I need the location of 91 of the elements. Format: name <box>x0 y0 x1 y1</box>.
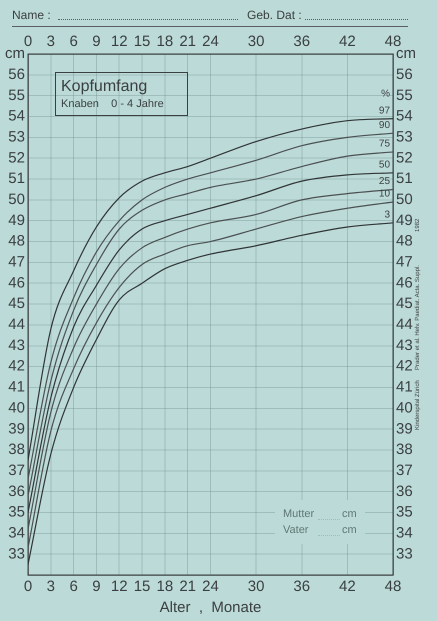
x-tick-label: 9 <box>92 578 101 596</box>
x2-tick-label: 42 <box>339 33 356 50</box>
series-label: 25 <box>378 176 390 188</box>
annotation: Vater <box>283 524 308 536</box>
series-label: 97 <box>378 105 390 116</box>
y-tick-label: 46 <box>8 274 25 292</box>
y2-tick-label: 51 <box>396 170 413 188</box>
y-tick-label: 41 <box>8 378 25 396</box>
x2-tick-label: 0 <box>24 33 32 50</box>
series-label: 3 <box>384 210 390 221</box>
y-tick-label: 39 <box>8 420 25 438</box>
x-tick-label: 30 <box>248 578 264 596</box>
y-tick-label: 38 <box>8 441 25 458</box>
y2-tick-label: 35 <box>396 504 413 521</box>
y-tick-label: 52 <box>8 149 25 166</box>
series-label: 75 <box>378 138 390 150</box>
text: Geb. Dat : <box>247 8 302 22</box>
y2-tick-label: 37 <box>396 462 413 479</box>
y2-tick-label: 52 <box>396 149 413 166</box>
x2-tick-label: 18 <box>156 33 174 50</box>
y2-tick-label: 40 <box>396 399 413 416</box>
x2-tick-label: 15 <box>134 33 150 50</box>
y2-tick-label: 54 <box>396 108 413 125</box>
x2-tick-label: 12 <box>110 33 128 50</box>
x2-tick-label: 21 <box>179 33 196 50</box>
annotation: cm <box>342 524 357 536</box>
y-tick-label: 37 <box>8 462 25 479</box>
x-tick-label: 48 <box>384 578 402 596</box>
y-tick-label: 56 <box>8 66 25 83</box>
x2-tick-label: 36 <box>293 33 310 50</box>
y-tick-label: 54 <box>8 108 25 125</box>
y-tick-label: 35 <box>8 504 25 521</box>
y2-tick-label: 56 <box>396 66 413 83</box>
y2-tick-label: 41 <box>396 378 413 396</box>
x-tick-label: 36 <box>293 578 310 596</box>
y-tick-label: 43 <box>8 336 25 354</box>
y2-tick-label: 46 <box>396 274 413 292</box>
y2-tick-label: 44 <box>396 316 413 334</box>
x2-tick-label: 30 <box>248 33 264 50</box>
x-tick-label: 24 <box>202 578 219 596</box>
y2-tick-label: 49 <box>396 212 413 229</box>
y-tick-label: 53 <box>8 128 25 146</box>
x-tick-label: 3 <box>46 578 55 596</box>
y-tick-label: 48 <box>8 232 25 250</box>
x-tick-label: 0 <box>24 578 32 596</box>
y-tick-label: 42 <box>8 358 25 375</box>
series-label: 50 <box>378 160 390 171</box>
y2-tick-label: 45 <box>396 295 413 312</box>
x-tick-label: 42 <box>339 578 356 596</box>
x-axis-title: Alter , Monate <box>160 599 262 616</box>
y2-tick-label: 47 <box>396 254 413 271</box>
y2-tick-label: 55 <box>396 86 413 104</box>
y-tick-label: 44 <box>8 316 25 334</box>
y-tick-label: 36 <box>8 482 25 500</box>
legend-title: % <box>381 88 390 100</box>
y-tick-label: 33 <box>8 545 25 562</box>
y2-tick-label: 36 <box>396 482 413 500</box>
y-tick-label: 45 <box>8 295 25 312</box>
y2-tick-label: 38 <box>396 441 413 458</box>
x-tick-label: 12 <box>110 578 128 596</box>
y2-tick-label: 33 <box>396 545 413 562</box>
text: Kopfumfang <box>61 78 148 96</box>
y-tick-label: 47 <box>8 254 25 271</box>
text: Name : <box>12 8 51 22</box>
x2-tick-label: 6 <box>69 33 78 50</box>
x2-tick-label: 24 <box>202 33 219 50</box>
series-label: 10 <box>378 188 390 200</box>
y-tick-label: 51 <box>8 170 25 188</box>
y-tick-label: 34 <box>8 524 25 542</box>
y-tick-label: 55 <box>8 86 25 104</box>
y2-tick-label: 48 <box>396 232 413 250</box>
x-tick-label: 21 <box>179 578 196 596</box>
x-tick-label: 6 <box>69 578 78 596</box>
y2-tick-label: 53 <box>396 128 413 146</box>
x-tick-label: 18 <box>156 578 174 596</box>
y2-tick-label: 50 <box>396 191 413 208</box>
annotation: Mutter <box>283 508 314 520</box>
y2-tick-label: 34 <box>396 524 413 542</box>
x2-tick-label: 9 <box>92 33 101 50</box>
y-tick-label: 49 <box>8 212 25 229</box>
y2-tick-label: 42 <box>396 358 413 375</box>
y-tick-label: 50 <box>8 191 25 208</box>
text: Knaben 0 - 4 Jahre <box>61 98 164 110</box>
annotation: cm <box>342 508 357 520</box>
y2-tick-label: 39 <box>396 420 413 438</box>
series-label: 90 <box>378 120 390 131</box>
y-tick-label: cm <box>4 45 25 62</box>
x-tick-label: 15 <box>134 578 150 596</box>
y-tick-label: 40 <box>8 399 25 416</box>
x2-tick-label: 3 <box>46 33 55 50</box>
y2-tick-label: 43 <box>396 336 413 354</box>
